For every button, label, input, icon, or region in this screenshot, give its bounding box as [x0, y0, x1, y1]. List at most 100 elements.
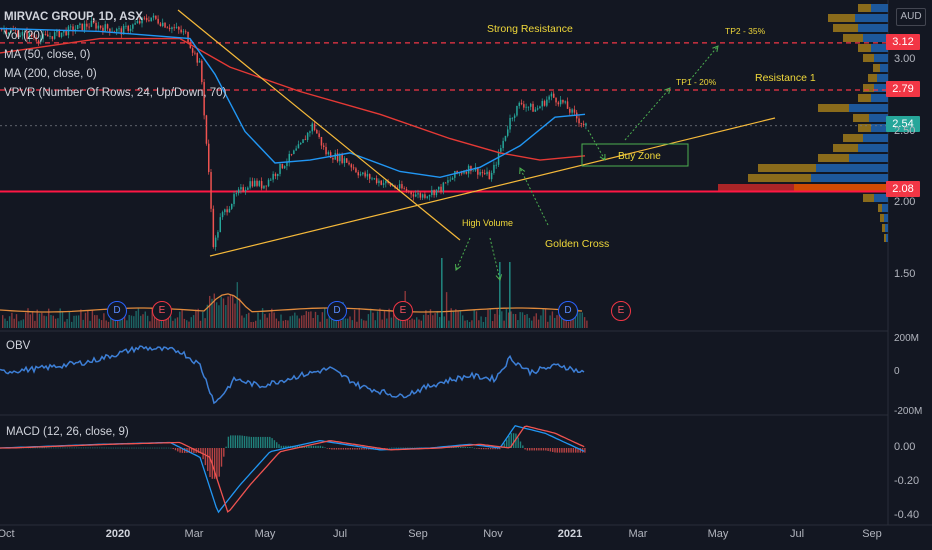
volume-bar — [248, 312, 250, 328]
volume-bar — [567, 321, 570, 328]
legend-symbol[interactable]: MIRVAC GROUP, 1D, ASX — [4, 11, 143, 23]
macd-histogram-bar — [549, 448, 552, 452]
candle-body — [3, 29, 5, 31]
candle-body — [136, 21, 139, 24]
volume-bar — [100, 320, 103, 328]
macd-histogram-bar — [133, 447, 135, 449]
legend-ma50[interactable]: MA (50, close, 0) — [4, 49, 91, 61]
macd-histogram-bar — [121, 447, 124, 449]
volume-bar — [245, 314, 248, 328]
macd-histogram-bar — [271, 438, 273, 448]
volume-bar — [107, 321, 110, 328]
macd-histogram-bar — [478, 448, 480, 449]
candle-body — [463, 172, 465, 174]
candle-body — [484, 173, 486, 175]
vpvr-row — [843, 134, 863, 142]
volume-bar — [29, 314, 31, 328]
volume-bar — [114, 316, 117, 328]
candle-body — [247, 187, 249, 190]
volume-bar — [374, 320, 376, 328]
legend-vol[interactable]: Vol (20) — [4, 30, 44, 42]
macd-histogram-bar — [262, 436, 264, 448]
currency-button[interactable]: AUD — [896, 8, 926, 26]
candle-body — [70, 26, 72, 28]
volume-bar — [494, 313, 496, 328]
candle-body — [373, 178, 376, 180]
candle-body — [72, 26, 74, 32]
volume-bar — [321, 312, 324, 328]
candle-body — [327, 152, 330, 155]
macd-label[interactable]: MACD (12, 26, close, 9) — [6, 426, 129, 438]
candle-body — [523, 104, 525, 108]
obv-label[interactable]: OBV — [6, 340, 31, 352]
vpvr-row — [858, 124, 871, 132]
earnings-event-badge[interactable]: E — [611, 301, 631, 321]
obv-line — [0, 345, 585, 405]
candle-body — [256, 180, 258, 186]
candle-body — [378, 180, 380, 184]
earnings-event-badge[interactable]: E — [152, 301, 172, 321]
macd-histogram-bar — [494, 448, 496, 450]
macd-histogram-bar — [85, 447, 87, 449]
volume-bar — [505, 308, 508, 328]
volume-bar — [169, 316, 172, 328]
macd-histogram-bar — [174, 448, 177, 451]
volume-bar — [105, 320, 107, 328]
candle-body — [242, 187, 244, 192]
volume-bar — [264, 314, 266, 328]
candle-body — [288, 153, 290, 163]
volume-bar — [280, 314, 282, 328]
candle-body — [428, 195, 431, 197]
candle-body — [398, 184, 401, 189]
candle-body — [194, 52, 196, 54]
macd-histogram-bar — [230, 435, 232, 448]
dividend-event-badge[interactable]: D — [558, 301, 578, 321]
candle-body — [465, 172, 468, 174]
legend-ma200[interactable]: MA (200, close, 0) — [4, 68, 97, 80]
candle-body — [553, 93, 555, 98]
uptrend-support-line — [209, 117, 776, 257]
volume-bar — [84, 312, 87, 328]
vpvr-row — [818, 104, 849, 112]
time-tick-label: 2021 — [557, 528, 583, 540]
macd-histogram-bar — [138, 447, 140, 449]
macd-histogram-bar — [397, 447, 400, 449]
macd-line — [0, 425, 585, 514]
volume-bar — [153, 312, 156, 328]
candle-body — [456, 171, 458, 174]
volume-bar — [261, 308, 264, 328]
macd-histogram-bar — [144, 447, 147, 449]
vpvr-row — [880, 214, 884, 222]
macd-histogram-bar — [460, 447, 462, 448]
candle-body — [442, 182, 445, 192]
volume-bar — [452, 310, 455, 328]
volume-bar — [409, 319, 411, 328]
volume-bar — [301, 315, 303, 328]
volume-bar — [213, 293, 215, 328]
vpvr-row — [873, 64, 880, 72]
legend-vpvr[interactable]: VPVR (Number Of Rows, 24, Up/Down, 70) — [4, 87, 227, 99]
candle-body — [530, 103, 532, 107]
vpvr-row — [878, 204, 882, 212]
dividend-event-badge[interactable]: D — [107, 301, 127, 321]
volume-bar — [6, 320, 8, 328]
dividend-event-badge[interactable]: D — [327, 301, 347, 321]
candle-body — [569, 108, 571, 113]
candle-body — [493, 164, 495, 173]
macd-histogram-bar — [48, 447, 50, 449]
macd-histogram-bar — [579, 448, 581, 453]
macd-histogram-bar — [98, 447, 101, 449]
volume-bar — [91, 310, 94, 328]
volume-bar — [13, 318, 15, 328]
candle-body — [168, 27, 171, 30]
earnings-event-badge[interactable]: E — [393, 301, 413, 321]
macd-histogram-bar — [556, 448, 558, 453]
macd-histogram-bar — [391, 447, 393, 449]
candle-body — [447, 180, 449, 183]
volume-bar — [43, 315, 45, 328]
volume-bar — [192, 315, 195, 328]
volume-bar — [351, 320, 353, 328]
candle-body — [419, 193, 422, 198]
macd-histogram-bar — [411, 447, 414, 449]
